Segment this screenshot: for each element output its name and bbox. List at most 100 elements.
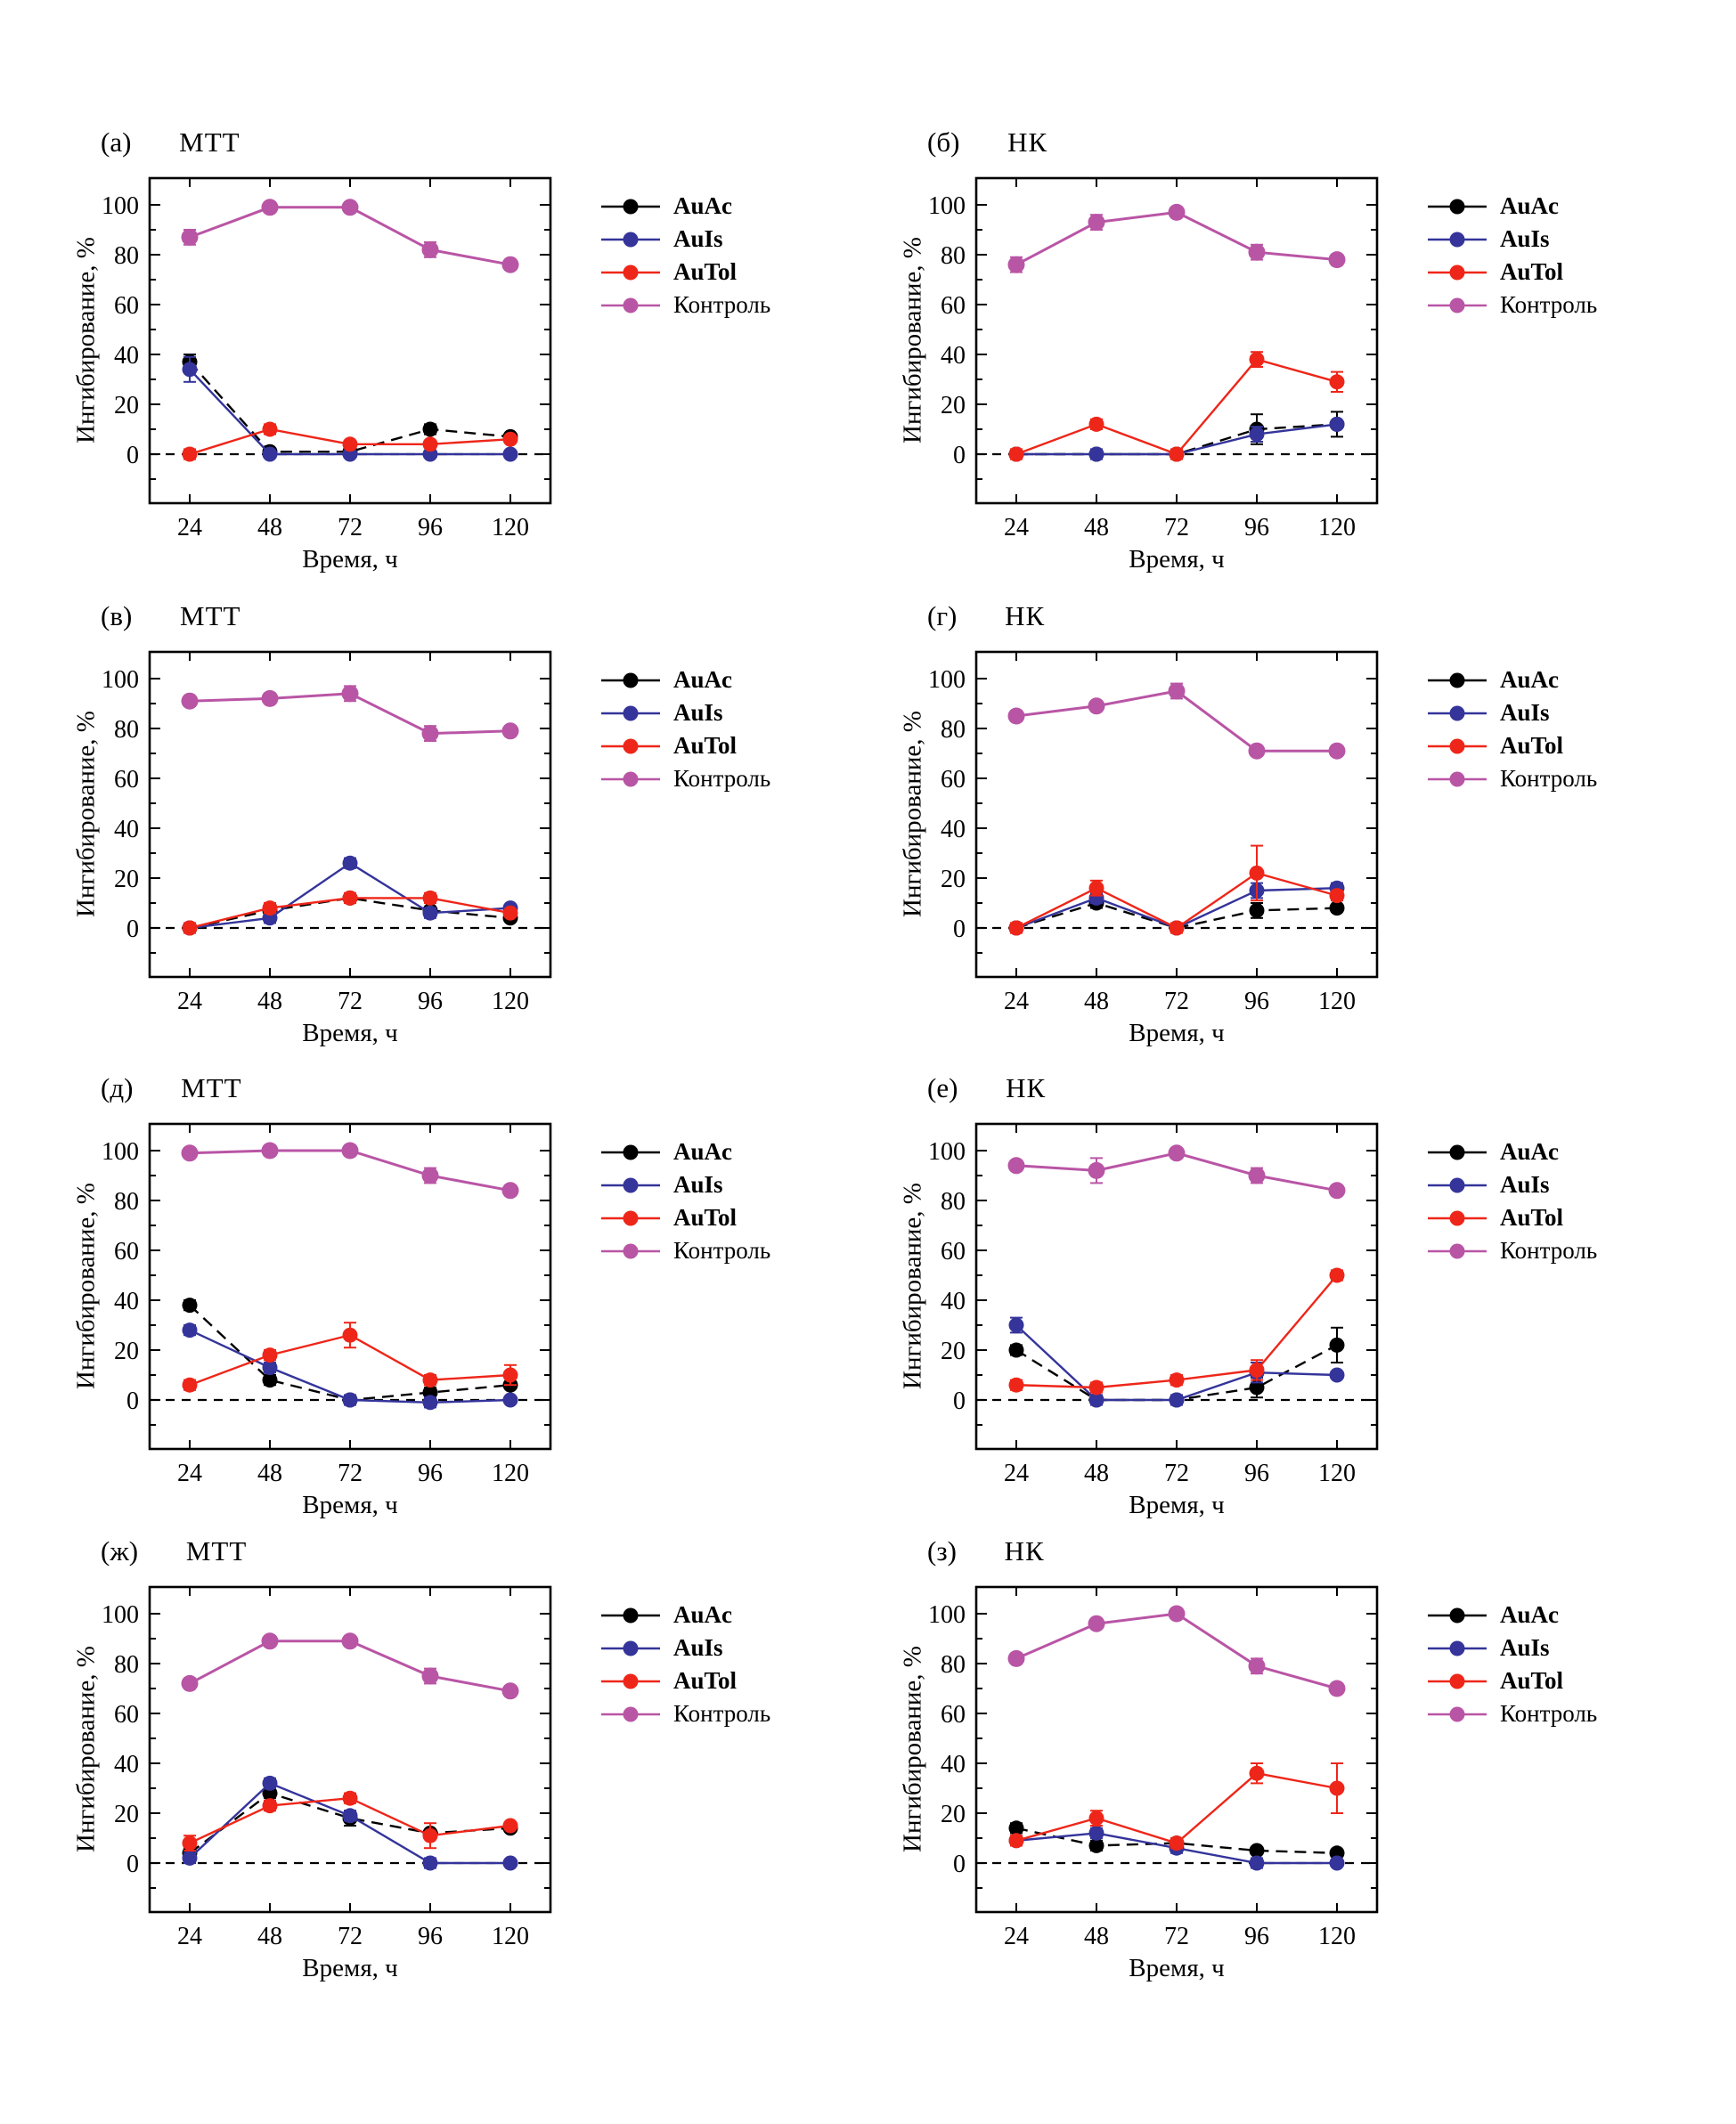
series-marker-icon [601,1177,660,1192]
legend-item-auac: AuAc [1428,192,1597,219]
svg-text:48: 48 [1084,1923,1109,1950]
svg-text:24: 24 [1004,1923,1029,1950]
svg-text:24: 24 [1004,988,1029,1015]
series-marker-icon [601,232,660,247]
legend-item-control: Контроль [1428,1237,1597,1264]
svg-text:24: 24 [177,1923,202,1950]
legend-item-control: Контроль [601,291,770,318]
panel-letter: (г) [927,600,958,631]
svg-text:48: 48 [257,1460,282,1487]
svg-text:40: 40 [114,342,139,370]
svg-text:100: 100 [102,666,139,694]
svg-text:40: 40 [114,1288,139,1315]
svg-text:60: 60 [941,1238,966,1265]
svg-text:40: 40 [941,342,966,370]
svg-text:24: 24 [177,514,202,541]
series-marker-icon [1428,264,1487,280]
svg-text:60: 60 [941,1701,966,1729]
svg-text:96: 96 [418,988,443,1015]
series-marker-icon [1428,1706,1487,1721]
line-chart: 24 48 72 96 120 0 20 40 60 80 100 [102,650,552,1015]
series-marker-icon [1428,199,1487,214]
svg-text:24: 24 [1004,1460,1029,1487]
svg-text:120: 120 [1318,988,1356,1015]
svg-text:20: 20 [114,1338,139,1365]
panel-letter: (з) [927,1535,957,1567]
panel-title: МТТ [180,600,241,631]
svg-text:48: 48 [1084,988,1109,1015]
line-chart: 24 48 72 96 120 0 20 40 60 80 100 [102,1585,552,1950]
svg-text:120: 120 [1318,1460,1356,1487]
svg-text:48: 48 [257,514,282,541]
svg-text:20: 20 [941,1338,966,1365]
svg-text:96: 96 [418,1923,443,1950]
line-chart: 24 48 72 96 120 0 20 40 60 80 100 [928,650,1379,1015]
chart-legend: AuAc AuIs AuTol Контроль [601,192,770,318]
chart-legend: AuAc AuIs AuTol Контроль [601,666,770,792]
panel-letter: (б) [927,126,960,158]
legend-item-auac: AuAc [1428,1601,1597,1628]
svg-text:72: 72 [1164,1923,1189,1950]
line-chart: 24 48 72 96 120 0 20 40 60 80 100 [928,176,1379,541]
series-marker-icon [1428,297,1487,313]
svg-text:120: 120 [492,1923,529,1950]
chart-legend: AuAc AuIs AuTol Контроль [1428,666,1597,792]
svg-text:20: 20 [114,1801,139,1828]
line-chart: 24 48 72 96 120 0 20 40 60 80 100 [928,1585,1379,1950]
svg-text:80: 80 [941,1188,966,1216]
svg-text:72: 72 [338,514,363,541]
series-marker-icon [601,738,660,753]
legend-item-autol: AuTol [1428,732,1597,759]
panel-title: МТТ [185,1535,248,1567]
panel-header: (б) НК [927,126,1047,159]
svg-text:0: 0 [953,1388,966,1415]
panel-title: НК [1004,1535,1045,1567]
series-marker-icon [1428,1243,1487,1258]
svg-text:80: 80 [114,242,139,270]
svg-text:120: 120 [1318,1923,1356,1950]
legend-item-autol: AuTol [601,258,770,285]
legend-item-autol: AuTol [1428,1204,1597,1231]
panel-title: НК [1005,600,1046,631]
svg-text:120: 120 [492,1460,529,1487]
panel-d-mtt: (д) МТТ Ингибирование, % 24 48 72 96 120 0 20 4… [67,1026,873,1542]
panel-title: НК [1006,1072,1047,1103]
panel-title: МТТ [179,126,240,158]
legend-item-auac: AuAc [1428,666,1597,693]
series-marker-icon [601,1144,660,1160]
legend-item-control: Контроль [1428,291,1597,318]
svg-text:72: 72 [338,1460,363,1487]
series-marker-icon [601,705,660,720]
svg-text:20: 20 [941,392,966,419]
legend-item-control: Контроль [601,1700,770,1727]
svg-text:100: 100 [928,1601,966,1629]
series-marker-icon [1428,738,1487,753]
panel-v-mtt: (в) МТТ Ингибирование, % 24 48 72 96 120 0 20 4… [67,554,873,1070]
panel-zh-mtt: (ж) МТТ Ингибирование, % 24 48 72 96 120 0 20 4… [67,1489,873,2006]
svg-text:60: 60 [114,292,139,320]
panel-b-nk: (б) НК Ингибирование, % 24 48 72 96 120 0 20 40… [893,80,1699,597]
series-marker-icon [1428,1177,1487,1192]
chart-legend: AuAc AuIs AuTol Контроль [601,1138,770,1264]
svg-text:100: 100 [928,1138,966,1166]
series-marker-icon [1428,705,1487,720]
x-axis-label: Время, ч [302,1954,398,1982]
svg-text:72: 72 [338,988,363,1015]
series-marker-icon [1428,1640,1487,1656]
series-marker-icon [601,672,660,688]
svg-text:20: 20 [114,392,139,419]
series-marker-icon [601,771,660,786]
panel-title: НК [1007,126,1048,158]
svg-text:96: 96 [1244,1460,1269,1487]
series-marker-icon [1428,1210,1487,1225]
svg-text:100: 100 [928,192,966,220]
svg-text:80: 80 [941,242,966,270]
legend-item-autol: AuTol [1428,258,1597,285]
legend-item-control: Контроль [1428,765,1597,792]
panel-header: (г) НК [927,600,1045,632]
svg-text:48: 48 [1084,1460,1109,1487]
svg-text:20: 20 [941,866,966,893]
x-axis-label: Время, ч [302,1491,398,1519]
svg-text:0: 0 [126,1388,139,1415]
